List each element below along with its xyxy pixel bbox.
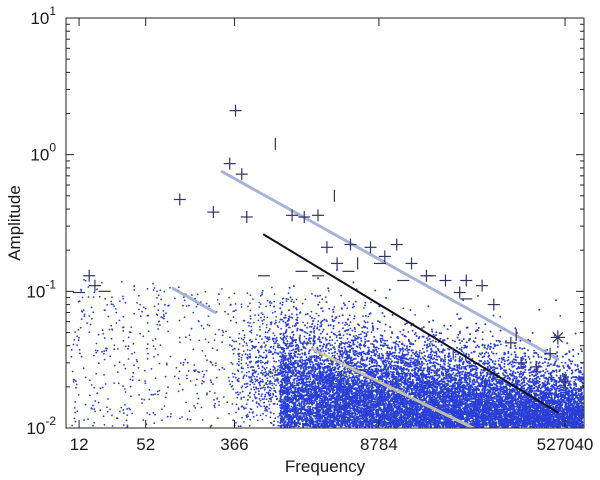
plus-marker: [405, 257, 418, 270]
axis-ticks: 10-2 10-1 100 101 12 52 366 8784 527040: [26, 4, 593, 454]
plus-marker: [235, 168, 248, 181]
fit-line: [310, 347, 475, 430]
highlight-markers: [73, 104, 572, 388]
plus-marker: [504, 336, 517, 349]
plus-marker: [88, 279, 101, 292]
y-tick-label: 101: [30, 4, 56, 28]
y-axis-label: Amplitude: [5, 185, 24, 261]
scatter-cloud: [70, 268, 584, 428]
plus-marker: [344, 238, 357, 251]
plus-marker: [514, 356, 527, 369]
plus-marker: [453, 286, 466, 299]
x-axis-label: Frequency: [285, 457, 366, 476]
x-tick-label: 52: [136, 435, 155, 454]
y-tick-label: 100: [30, 141, 56, 165]
plus-marker: [286, 209, 299, 222]
x-tick-label: 527040: [537, 435, 594, 454]
plus-marker: [460, 274, 473, 287]
plus-marker: [320, 241, 333, 254]
plus-marker: [487, 298, 500, 311]
plus-marker: [173, 193, 186, 206]
plus-marker: [390, 238, 403, 251]
fit-line: [171, 286, 217, 315]
x-tick-label: 12: [70, 435, 89, 454]
plus-marker: [83, 269, 96, 282]
plus-marker: [240, 210, 253, 223]
plus-marker: [378, 250, 391, 263]
plus-marker: [364, 241, 377, 254]
plus-marker: [207, 206, 220, 219]
plus-marker: [223, 157, 236, 170]
plot-frame: [65, 17, 585, 429]
plus-marker: [544, 347, 557, 360]
y-tick-label: 10-2: [26, 414, 56, 438]
star-marker: [550, 330, 565, 345]
plus-marker: [530, 360, 543, 373]
fit-line: [220, 170, 560, 361]
x-tick-label: 8784: [360, 435, 398, 454]
plus-marker: [298, 210, 311, 223]
x-tick-label: 366: [220, 435, 248, 454]
plus-marker: [229, 104, 242, 117]
plus-marker: [331, 257, 344, 270]
plus-marker: [311, 209, 324, 222]
plus-marker: [439, 274, 452, 287]
plus-marker: [559, 375, 572, 388]
fit-lines: [171, 170, 560, 430]
plus-marker: [476, 279, 489, 292]
y-tick-label: 10-1: [26, 277, 56, 301]
fit-line: [262, 233, 559, 414]
